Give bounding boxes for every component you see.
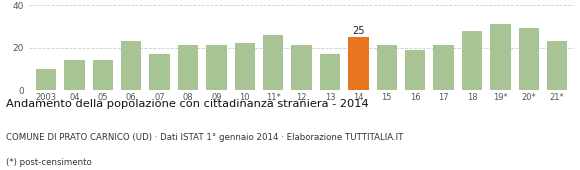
- Bar: [547, 41, 567, 90]
- Bar: [263, 35, 284, 90]
- Bar: [291, 45, 312, 90]
- Bar: [348, 37, 369, 90]
- Text: Andamento della popolazione con cittadinanza straniera - 2014: Andamento della popolazione con cittadin…: [6, 99, 368, 109]
- Bar: [405, 50, 425, 90]
- Text: COMUNE DI PRATO CARNICO (UD) · Dati ISTAT 1° gennaio 2014 · Elaborazione TUTTITA: COMUNE DI PRATO CARNICO (UD) · Dati ISTA…: [6, 133, 403, 142]
- Bar: [150, 54, 170, 90]
- Bar: [93, 60, 113, 90]
- Bar: [206, 45, 227, 90]
- Bar: [320, 54, 340, 90]
- Bar: [178, 45, 198, 90]
- Bar: [36, 69, 56, 90]
- Bar: [121, 41, 142, 90]
- Bar: [234, 43, 255, 90]
- Bar: [376, 45, 397, 90]
- Bar: [462, 31, 482, 90]
- Bar: [519, 28, 539, 90]
- Bar: [64, 60, 85, 90]
- Bar: [490, 24, 510, 90]
- Text: 25: 25: [352, 26, 365, 36]
- Text: (*) post-censimento: (*) post-censimento: [6, 158, 92, 167]
- Bar: [433, 45, 454, 90]
